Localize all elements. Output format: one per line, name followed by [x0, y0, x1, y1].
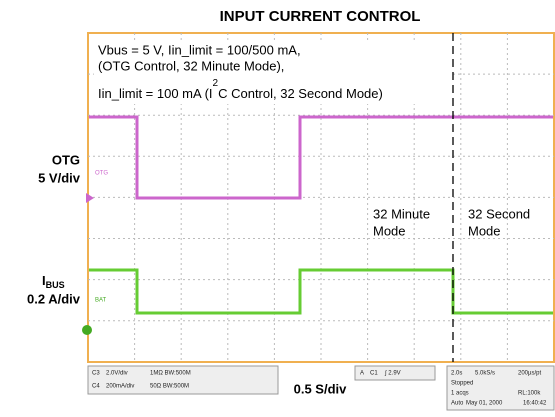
- channel-scale: 5 V/div: [38, 170, 81, 185]
- annotation-part: Iin_limit = 100 mA (I: [98, 86, 213, 101]
- status-text: May 01, 2000: [466, 401, 503, 407]
- mode-label: Mode: [468, 223, 501, 238]
- status-text: A: [360, 371, 364, 377]
- ibus-trace: [89, 268, 553, 315]
- ibus-marker: [82, 325, 92, 335]
- annotation-box: [94, 40, 452, 104]
- mode-label: 32 Second: [468, 206, 530, 221]
- status-text: C4: [92, 384, 100, 390]
- title: INPUT CURRENT CONTROL: [220, 8, 421, 25]
- annotation: Iin_limit = 100 mA (I2C Control, 32 Seco…: [98, 78, 383, 102]
- annotation: Vbus = 5 V, Iin_limit = 100/500 mA,: [98, 42, 301, 57]
- ibus-tag: BAT: [95, 298, 107, 304]
- status-text: 2.0s: [451, 371, 462, 377]
- superscript: 2: [213, 78, 219, 89]
- status-text: 2.0V/div: [106, 371, 128, 377]
- timebase: 0.5 S/div: [294, 381, 348, 396]
- status-text: 1 acqs: [451, 391, 469, 397]
- mode-label: 32 Minute: [373, 206, 430, 221]
- status-text: 200µs/pt: [518, 371, 541, 377]
- status-text: RL:100k: [518, 391, 541, 397]
- annotation: (OTG Control, 32 Minute Mode),: [98, 58, 284, 73]
- status-text: Auto: [451, 401, 464, 407]
- otg-tag: OTG: [95, 171, 108, 177]
- channel-scale: 0.2 A/div: [27, 291, 81, 306]
- trigger-box: [354, 365, 436, 381]
- mode-label: Mode: [373, 223, 406, 238]
- channel-subscript: BUS: [46, 280, 65, 290]
- status-text: 1MΩ BW:500M: [150, 371, 191, 377]
- status-text: C3: [92, 371, 100, 377]
- acq-box: [446, 365, 555, 411]
- status-text: C1: [370, 371, 378, 377]
- channel-name: OTG: [52, 152, 80, 167]
- otg-trace: [89, 115, 553, 200]
- channel-name: IBUS: [42, 273, 65, 290]
- status-text: 50Ω BW:500M: [150, 384, 189, 390]
- annotation-part: C Control, 32 Second Mode): [218, 86, 383, 101]
- status-text: Stopped: [451, 381, 473, 387]
- status-box: [87, 365, 279, 395]
- status-text: 16:40:42: [523, 401, 547, 407]
- otg-marker: [86, 193, 94, 203]
- status-text: 200mA/div: [106, 384, 134, 390]
- status-text: 5.0kS/s: [475, 371, 495, 377]
- channel-name-main: I: [42, 273, 46, 288]
- status-text: ∫ 2.9V: [384, 370, 401, 377]
